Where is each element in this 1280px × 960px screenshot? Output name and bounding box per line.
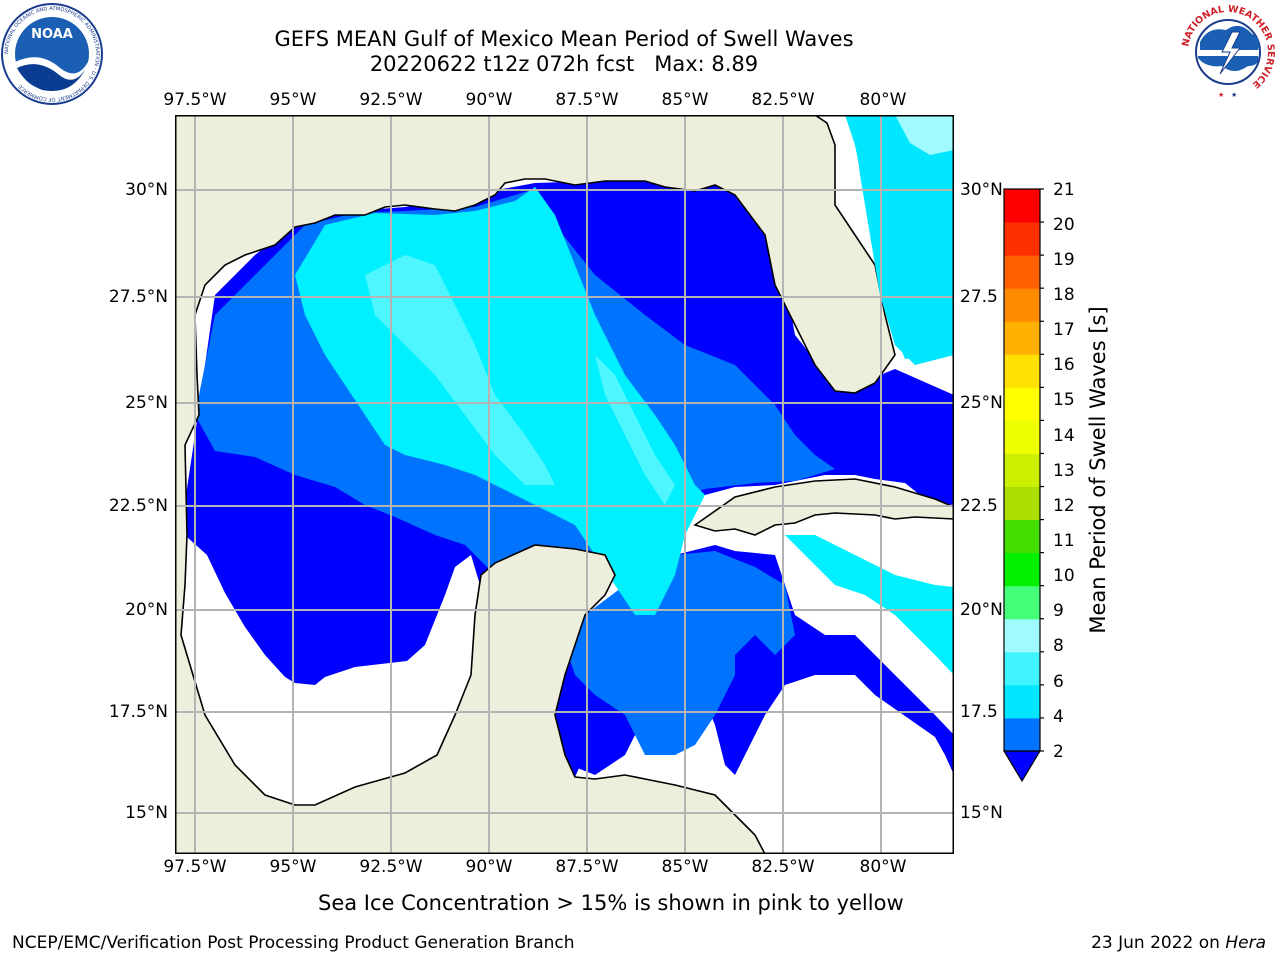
colorbar-segment — [1004, 486, 1040, 521]
lat-tick: 20°N — [960, 600, 1003, 620]
footer-date-text: 23 Jun 2022 on — [1091, 933, 1226, 953]
lon-tick: 82.5°W — [751, 90, 815, 110]
colorbar-tick: 11 — [1053, 531, 1075, 551]
colorbar-tick: 20 — [1053, 215, 1075, 235]
colorbar-segment — [1004, 651, 1040, 686]
lat-tick: 27.5 — [960, 287, 998, 307]
colorbar-tick: 8 — [1053, 636, 1064, 656]
lon-tick: 97.5°W — [163, 857, 227, 877]
colorbar-segment — [1004, 354, 1040, 388]
colorbar-segment — [1004, 321, 1040, 355]
sea-ice-caption: Sea Ice Concentration > 15% is shown in … — [318, 891, 904, 915]
colorbar — [1002, 188, 1044, 783]
colorbar-segment — [1004, 684, 1040, 719]
colorbar-segment — [1004, 189, 1040, 223]
colorbar-segment — [1004, 585, 1040, 620]
title-line-1: GEFS MEAN Gulf of Mexico Mean Period of … — [274, 27, 854, 51]
colorbar-segment — [1004, 453, 1040, 488]
graticule — [175, 115, 954, 854]
swell-period-field — [175, 115, 954, 854]
title-line-2: 20220622 t12z 072h fcst Max: 8.89 — [369, 52, 759, 76]
land-us-gulf-coast — [175, 115, 954, 854]
colorbar-tick-marks — [1040, 188, 1044, 752]
lon-tick: 92.5°W — [359, 857, 423, 877]
region-2to4-south — [565, 551, 795, 755]
svg-text:★: ★ — [1231, 91, 1237, 99]
lon-tick: 85°W — [661, 857, 709, 877]
footer-organization: NCEP/EMC/Verification Post Processing Pr… — [12, 933, 575, 953]
colorbar-tick: 9 — [1053, 601, 1064, 621]
colorbar-segment — [1004, 255, 1040, 289]
lat-tick: 15°N — [125, 803, 168, 823]
lat-tick: 22.5 — [960, 496, 998, 516]
colorbar-tick: 19 — [1053, 250, 1075, 270]
colorbar-tick: 17 — [1053, 320, 1075, 340]
colorbar-segments — [1004, 189, 1040, 752]
colorbar-segment — [1004, 618, 1040, 653]
lon-tick: 87.5°W — [555, 857, 619, 877]
colorbar-label: Mean Period of Swell Waves [s] — [1086, 306, 1110, 634]
colorbar-segment — [1004, 420, 1040, 454]
lon-tick: 87.5°W — [555, 90, 619, 110]
colorbar-segment — [1004, 387, 1040, 421]
colorbar-tick: 18 — [1053, 285, 1075, 305]
lon-tick: 90°W — [465, 90, 513, 110]
nws-logo: NATIONAL WEATHER SERVICE ★ ★ — [1179, 3, 1277, 101]
lat-tick: 25°N — [960, 393, 1003, 413]
colorbar-tick: 10 — [1053, 566, 1075, 586]
colorbar-segment — [1004, 288, 1040, 322]
lat-tick: 17.5 — [960, 702, 998, 722]
chart-title: GEFS MEAN Gulf of Mexico Mean Period of … — [0, 27, 1128, 77]
lon-tick: 80°W — [859, 857, 907, 877]
lat-tick: 22.5°N — [108, 496, 168, 516]
gulf-map — [175, 115, 954, 854]
region-6to8-a — [365, 255, 555, 485]
lon-tick: 90°W — [465, 857, 513, 877]
noaa-text: NOAA — [31, 27, 73, 42]
svg-text:★: ★ — [1218, 91, 1224, 99]
colorbar-extend-triangle — [1002, 750, 1042, 783]
lon-tick: 97.5°W — [163, 90, 227, 110]
footer-date: 23 Jun 2022 on Hera — [1091, 933, 1266, 953]
colorbar-segment — [1004, 552, 1040, 587]
lat-tick: 15°N — [960, 803, 1003, 823]
lat-tick: 27.5°N — [108, 287, 168, 307]
lon-tick: 95°W — [269, 90, 317, 110]
region-atlantic-overlay — [855, 115, 954, 365]
lon-tick: 85°W — [661, 90, 709, 110]
lon-tick: 80°W — [859, 90, 907, 110]
colorbar-tick: 15 — [1053, 390, 1075, 410]
colorbar-tick: 13 — [1053, 461, 1075, 481]
colorbar-segment — [1004, 717, 1040, 752]
map-frame — [175, 115, 954, 854]
noaa-logo: NOAA NATIONAL OCEANIC AND ATMOSPHERIC AD… — [1, 3, 103, 105]
lat-tick: 30°N — [125, 180, 168, 200]
region-4to6-caribbean — [785, 535, 954, 675]
colorbar-tick: 6 — [1053, 672, 1064, 692]
region-atlantic-overlay-light — [895, 115, 954, 155]
colorbar-segment — [1004, 519, 1040, 554]
lat-tick: 17.5°N — [108, 702, 168, 722]
colorbar-frame — [1003, 188, 1041, 752]
lon-tick: 92.5°W — [359, 90, 423, 110]
lon-tick: 95°W — [269, 857, 317, 877]
colorbar-tick: 4 — [1053, 707, 1064, 727]
colorbar-segment — [1004, 222, 1040, 256]
region-6to8-b — [595, 355, 675, 505]
colorbar-tick: 12 — [1053, 496, 1075, 516]
lon-tick: 82.5°W — [751, 857, 815, 877]
colorbar-tick: 2 — [1053, 742, 1064, 762]
footer-host: Hera — [1225, 933, 1266, 953]
colorbar-tick: 16 — [1053, 355, 1075, 375]
colorbar-tick: 21 — [1053, 180, 1075, 200]
lat-tick: 30°N — [960, 180, 1003, 200]
lat-tick: 20°N — [125, 600, 168, 620]
lat-tick: 25°N — [125, 393, 168, 413]
colorbar-tick: 14 — [1053, 426, 1075, 446]
